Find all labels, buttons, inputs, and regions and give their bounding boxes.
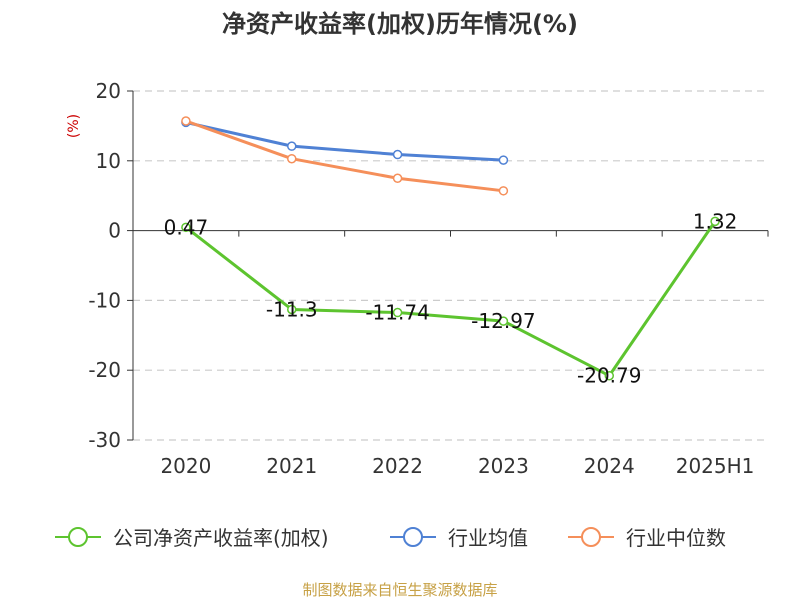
data-point	[392, 307, 403, 318]
data-point	[498, 186, 509, 196]
data-label: 1.32	[693, 209, 738, 233]
data-point	[498, 155, 509, 165]
data-label: 0.47	[164, 215, 209, 239]
y-tick-label: 10	[96, 149, 121, 173]
y-tick-label: 0	[108, 219, 121, 243]
x-tick-label: 2022	[372, 454, 423, 478]
data-point	[710, 216, 720, 227]
data-label: -20.79	[577, 364, 641, 388]
legend-label: 公司净资产收益率(加权)	[113, 526, 329, 550]
data-point	[604, 370, 614, 381]
series	[181, 116, 720, 381]
axes: 20 10 0 -10 -20 -30 2020 2021 2022 2023 2024 2025H1	[88, 79, 769, 478]
legend: 公司净资产收益率(加权) 行业均值 行业中位数	[55, 526, 726, 550]
data-label: -11.3	[266, 297, 318, 321]
source-note: 制图数据来自恒生聚源数据库	[302, 581, 497, 599]
y-tick-label: 20	[96, 79, 121, 103]
y-axis-unit: (%)	[66, 114, 82, 138]
legend-marker	[403, 527, 423, 547]
data-point	[392, 149, 403, 160]
data-point	[287, 153, 297, 164]
chart-title: 净资产收益率(加权)历年情况(%)	[222, 10, 578, 38]
x-tick-label: 2025H1	[676, 454, 755, 478]
data-point	[181, 116, 191, 126]
data-labels: 0.47 -11.3 -11.74 -12.97 -20.79 1.32	[164, 209, 738, 387]
legend-label: 行业中位数	[626, 526, 726, 550]
x-tick-label: 2024	[584, 454, 635, 478]
data-point	[287, 304, 297, 315]
data-label: -11.74	[365, 301, 429, 325]
series-line	[184, 220, 717, 378]
x-tick-label: 2021	[266, 454, 317, 478]
x-tick-label: 2023	[478, 454, 529, 478]
legend-marker	[581, 527, 601, 547]
y-tick-label: -20	[88, 358, 121, 382]
series-line	[185, 120, 504, 162]
y-tick-label: -30	[88, 428, 121, 452]
data-point	[392, 173, 403, 183]
legend-marker	[68, 527, 88, 547]
data-point	[181, 222, 191, 233]
x-tick-label: 2020	[160, 454, 211, 478]
legend-label: 行业均值	[448, 526, 528, 550]
grid	[133, 90, 768, 441]
data-label: -12.97	[471, 309, 535, 333]
data-point	[498, 316, 509, 326]
series-line	[185, 119, 504, 193]
y-tick-label: -10	[88, 288, 121, 312]
data-point	[287, 141, 297, 151]
